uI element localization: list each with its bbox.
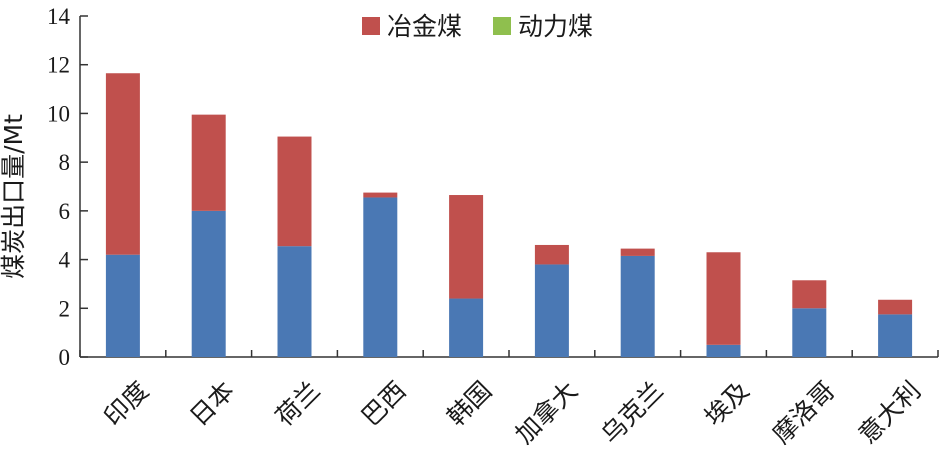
category-label: 埃及 [699,376,755,432]
category-label: 摩洛哥 [767,376,841,450]
bar-segment [620,255,655,357]
bar-segment [277,136,312,247]
legend: 冶金煤 动力煤 [362,12,593,41]
legend-swatch [493,17,511,35]
bar-segment [277,246,312,357]
bar-segment [706,252,741,345]
y-axis: 0 2 4 6 8 10 12 14 [47,4,88,370]
category-label: 印度 [98,376,154,432]
bar-segment [878,314,913,357]
category-label: 韩国 [441,376,497,432]
y-tick-label: 12 [47,53,70,78]
bar-segment [706,344,741,357]
category-label: 加拿大 [510,376,584,450]
bar-segment [191,210,226,357]
bar-segment [105,254,140,357]
y-tick-label: 14 [47,4,71,29]
category-label: 日本 [184,376,240,432]
y-tick-label: 6 [59,199,71,224]
y-tick-label: 2 [59,296,71,321]
bar-segment [449,298,484,357]
bars [105,73,913,357]
bar-segment [534,264,569,357]
category-label: 巴西 [356,376,412,432]
y-axis-title: 煤炭出口量/Mt [0,114,28,279]
bar-segment [878,299,913,315]
bar-segment [792,308,827,357]
category-label: 乌克兰 [595,376,669,450]
bar-segment [191,114,226,211]
bar-segment [534,244,569,265]
y-tick-label: 8 [59,150,71,175]
bar-segment [792,280,827,309]
x-axis: 印度 日本 荷兰 巴西 韩国 加拿大 乌克兰 埃及 摩洛哥 意大利 [79,350,939,450]
y-tick-label: 0 [59,345,71,370]
category-label: 荷兰 [270,376,326,432]
legend-swatch [362,17,380,35]
legend-label: 动力煤 [518,12,593,41]
bar-segment [449,195,484,299]
y-tick-label: 10 [47,101,70,126]
bar-segment [363,197,398,357]
bar-segment [363,192,398,198]
legend-label: 冶金煤 [387,12,462,41]
bar-segment [105,73,140,255]
bar-segment [620,248,655,256]
y-tick-label: 4 [59,248,71,273]
category-label: 意大利 [853,376,927,450]
